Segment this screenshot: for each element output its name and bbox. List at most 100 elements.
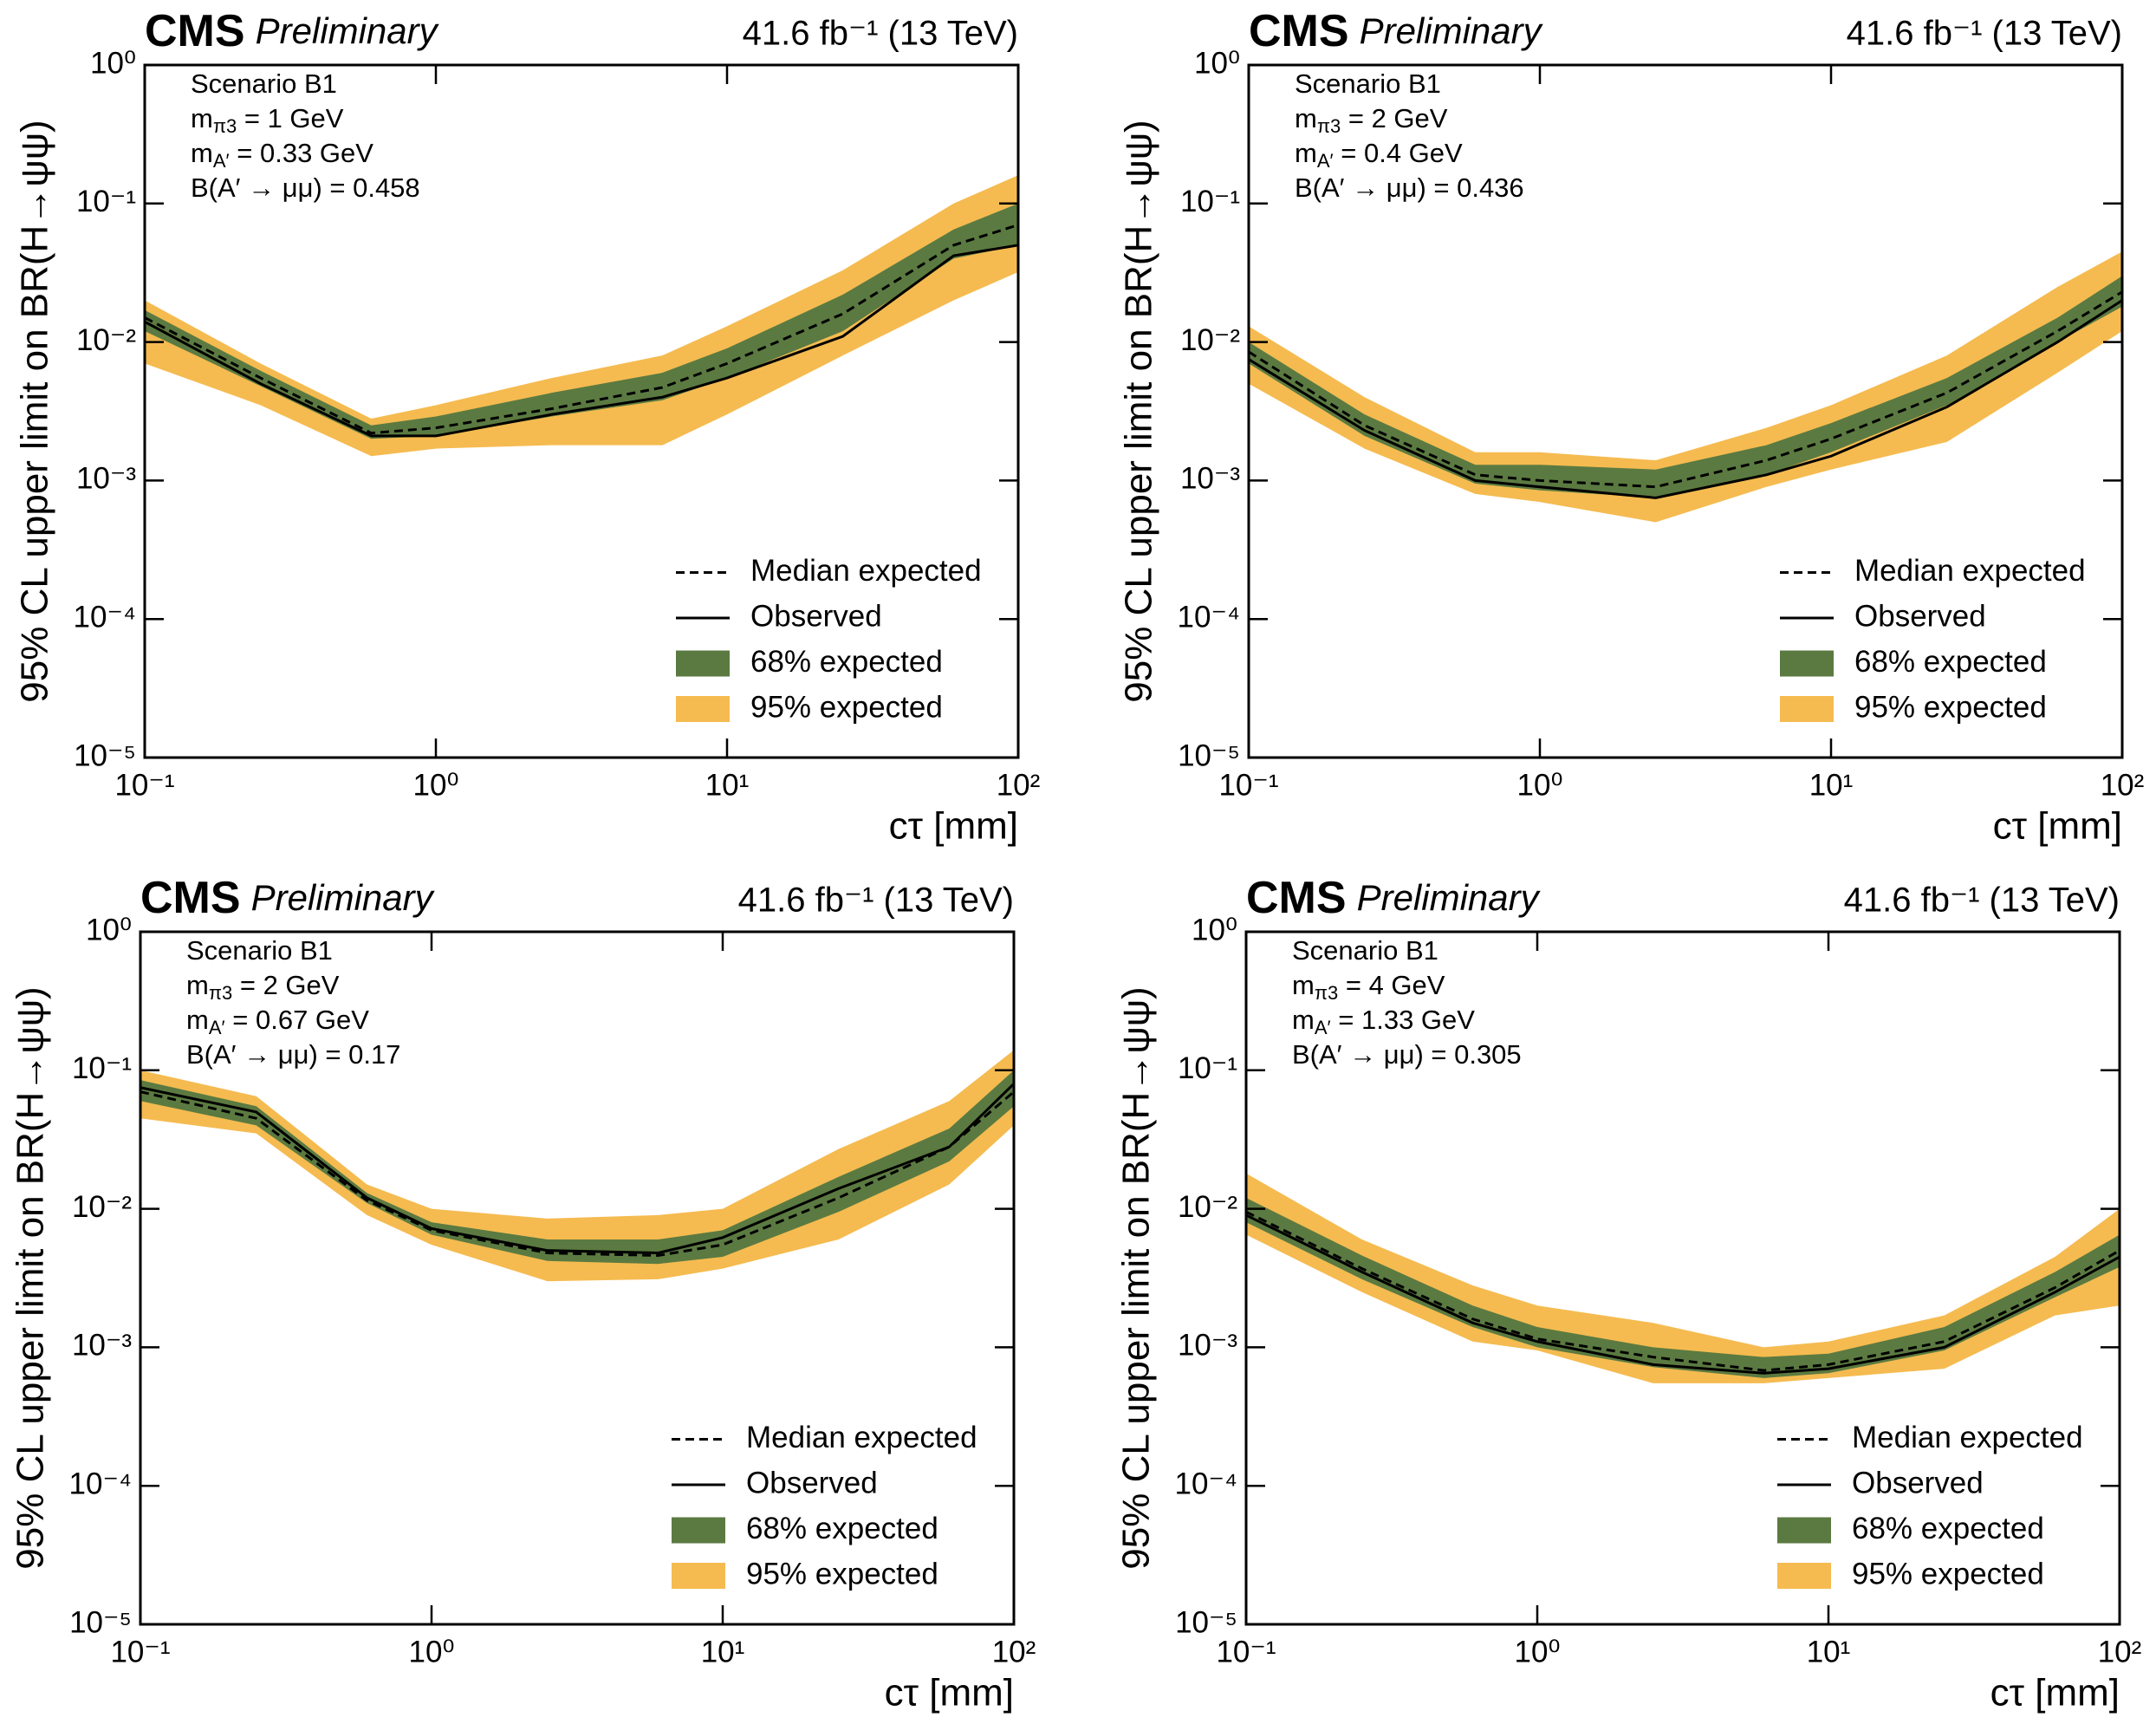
x-tick-label: 10² <box>2101 768 2145 802</box>
annotation-text: Scenario B1 <box>1292 935 1438 966</box>
annotation-text: m <box>1292 1005 1315 1035</box>
line <box>1246 1210 2120 1372</box>
panel: 10⁻¹ 10⁰ 10¹ 10² 10⁻⁵ 10⁻⁴ 10⁻³ 10⁻² 10⁻¹ 10⁰ cτ [… <box>10 873 1036 1714</box>
y-tick-label: 10⁰ <box>86 913 132 947</box>
y-axis-label: 95% CL upper limit on BR(H→ψψ) <box>1118 120 1160 702</box>
annotation-text: B(A′ → μμ) = 0.458 <box>191 172 420 203</box>
legend-label: Observed <box>1854 599 1986 633</box>
plot-area <box>1246 1173 2120 1383</box>
annotation: B(A′ → μμ) = 0.436 <box>1295 172 1524 203</box>
legend-label: 95% expected <box>1852 1557 2044 1591</box>
annotation: B(A′ → μμ) = 0.17 <box>186 1039 400 1070</box>
annotation-rest: = 2 GeV <box>1341 103 1448 133</box>
cms-label: CMS <box>1249 6 1349 56</box>
line <box>140 1083 1014 1255</box>
lumi: 41.6 fb⁻¹ (13 TeV) <box>1847 15 2122 53</box>
y-tick-label: 10⁻³ <box>72 1329 132 1363</box>
x-tick-label: 10¹ <box>705 768 750 802</box>
y-tick-label: 10⁻² <box>72 1190 132 1224</box>
legend-swatch <box>676 696 730 722</box>
annotation-sub: π3 <box>1315 982 1338 1004</box>
y-tick-label: 10⁰ <box>1192 913 1237 947</box>
annotation: B(A′ → μμ) = 0.458 <box>191 172 420 203</box>
annotation-text: m <box>191 103 213 133</box>
frame <box>1244 930 2121 1626</box>
y-tick-label: 10⁻⁴ <box>1178 600 1240 634</box>
legend-label: 68% expected <box>746 1512 938 1545</box>
band <box>1249 276 2122 498</box>
annotation: mA′ = 0.67 GeV <box>186 1005 369 1038</box>
lumi: 41.6 fb⁻¹ (13 TeV) <box>738 882 1014 920</box>
annotation-rest: = 1.33 GeV <box>1331 1005 1476 1035</box>
legend-label: Median expected <box>1854 554 2086 588</box>
title: CMS Preliminary <box>1249 6 1544 56</box>
annotation-sub: π3 <box>1317 115 1341 137</box>
title: CMS Preliminary <box>145 6 440 56</box>
annotation-sub: A′ <box>209 1017 225 1038</box>
annotation-sub: π3 <box>209 982 232 1004</box>
band <box>1249 251 2122 523</box>
annotation-text: B(A′ → μμ) = 0.17 <box>186 1039 400 1070</box>
plot-area <box>145 175 1018 457</box>
legend-label: 68% expected <box>1854 645 2047 679</box>
legend-label: 68% expected <box>1852 1512 2044 1545</box>
y-tick-label: 10⁻² <box>1180 323 1240 357</box>
annotation-text: Scenario B1 <box>186 935 333 966</box>
y-tick-label: 10⁻¹ <box>1178 1051 1237 1085</box>
annotation: mA′ = 0.33 GeV <box>191 138 373 172</box>
legend-swatch <box>1780 696 1834 722</box>
annotation: mπ3 = 2 GeV <box>186 970 340 1004</box>
frame <box>1247 63 2124 759</box>
x-tick-label: 10¹ <box>1807 1635 1851 1669</box>
cms-label: CMS <box>145 6 245 56</box>
x-tick-label: 10⁰ <box>413 768 459 802</box>
annotation: B(A′ → μμ) = 0.305 <box>1292 1039 1522 1070</box>
panel: 10⁻¹ 10⁰ 10¹ 10² 10⁻⁵ 10⁻⁴ 10⁻³ 10⁻² 10⁻¹ 10⁰ cτ [… <box>14 6 1041 848</box>
legend-swatch <box>1780 650 1834 677</box>
y-tick-label: 10⁻⁵ <box>1175 1605 1237 1639</box>
annotation-rest: = 2 GeV <box>232 970 340 1000</box>
legend-label: 95% expected <box>1854 690 2047 724</box>
annotation-rest: = 0.67 GeV <box>225 1005 370 1035</box>
annotation-text: B(A′ → μμ) = 0.305 <box>1292 1039 1522 1070</box>
annotation-sub: π3 <box>213 115 237 137</box>
x-tick-label: 10⁰ <box>1515 1635 1561 1669</box>
y-tick-label: 10⁻⁵ <box>69 1605 132 1639</box>
panel: 10⁻¹ 10⁰ 10¹ 10² 10⁻⁵ 10⁻⁴ 10⁻³ 10⁻² 10⁻¹ 10⁰ cτ [… <box>1118 6 2145 848</box>
title: CMS Preliminary <box>1246 873 1542 923</box>
x-axis-label: cτ [mm] <box>1993 805 2122 848</box>
frame <box>139 930 1016 1626</box>
x-axis-label: cτ [mm] <box>1990 1672 2120 1714</box>
annotation-text: Scenario B1 <box>191 68 337 99</box>
x-tick-label: 10² <box>997 768 1041 802</box>
legend-swatch <box>1777 1517 1831 1544</box>
annotation: Scenario B1 <box>1292 935 1438 966</box>
y-tick-label: 10⁻⁴ <box>74 600 136 634</box>
x-tick-label: 10⁰ <box>1517 768 1563 802</box>
annotation: Scenario B1 <box>1295 68 1441 99</box>
y-tick-label: 10⁻¹ <box>1180 185 1240 218</box>
line <box>145 244 1018 438</box>
annotation-rest: = 0.33 GeV <box>230 138 374 168</box>
line <box>1246 1213 2120 1375</box>
x-tick-label: 10⁻¹ <box>1218 768 1278 802</box>
line <box>145 224 1018 435</box>
x-axis-label: cτ [mm] <box>885 1672 1014 1714</box>
y-tick-label: 10⁻¹ <box>76 185 136 218</box>
legend-swatch <box>672 1517 725 1544</box>
lumi: 41.6 fb⁻¹ (13 TeV) <box>1844 882 2120 920</box>
annotation-text: Scenario B1 <box>1295 68 1441 99</box>
y-tick-label: 10⁰ <box>90 46 136 80</box>
annotation-rest: = 4 GeV <box>1338 970 1445 1000</box>
y-tick-label: 10⁻⁴ <box>69 1467 132 1500</box>
x-tick-label: 10⁰ <box>409 1635 455 1669</box>
legend-label: Median expected <box>1852 1421 2083 1454</box>
annotation: mπ3 = 2 GeV <box>1295 103 1448 137</box>
annotation-text: m <box>191 138 213 168</box>
legend-swatch <box>676 650 730 677</box>
y-tick-label: 10⁻² <box>76 323 136 357</box>
frame <box>143 63 1020 759</box>
legend-label: 95% expected <box>750 690 943 724</box>
x-axis-label: cτ [mm] <box>889 805 1018 848</box>
